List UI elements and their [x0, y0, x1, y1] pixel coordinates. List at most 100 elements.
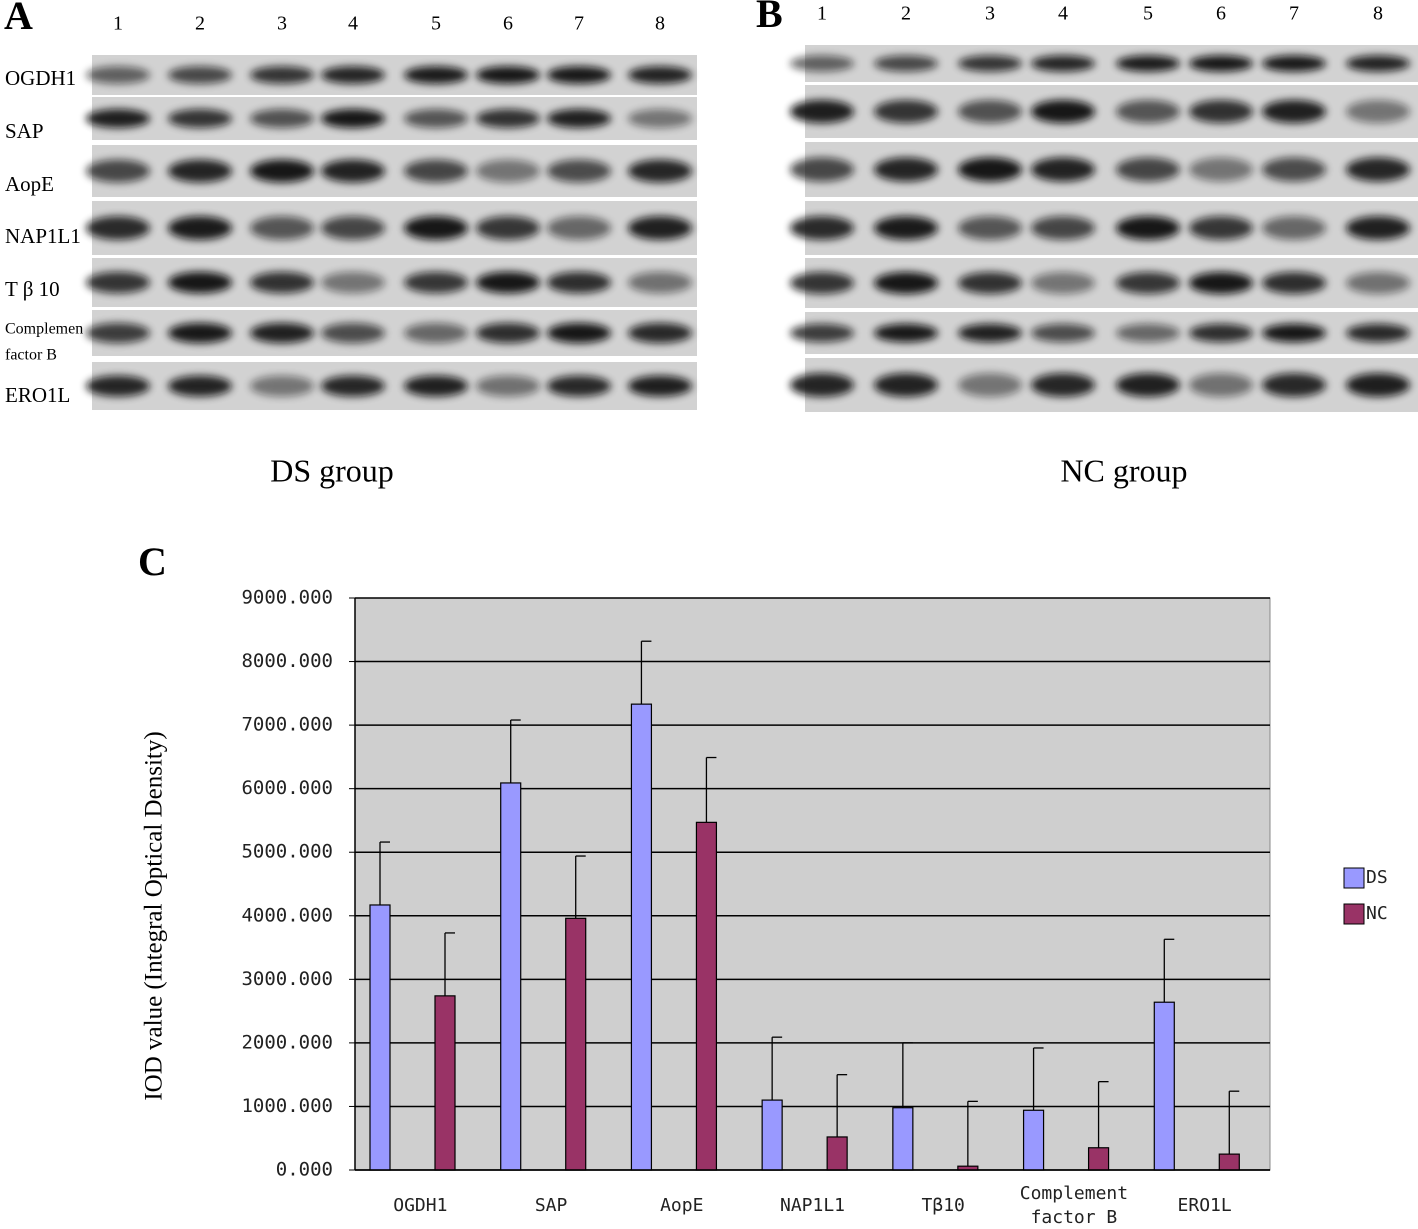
plot-area — [354, 597, 1271, 1171]
blot-band — [1116, 373, 1180, 397]
lane-label: 3 — [985, 3, 995, 25]
lane-label: 3 — [277, 13, 287, 35]
blot-band — [250, 322, 314, 344]
blot-band — [1116, 323, 1180, 343]
blot-band — [321, 159, 385, 183]
blot-band — [1031, 157, 1095, 182]
bar — [892, 1107, 914, 1171]
blot-band — [1346, 99, 1410, 124]
blot-band — [874, 99, 938, 124]
y-tick-label: 3000.000 — [241, 968, 333, 990]
blot-band — [250, 271, 314, 294]
protein-label: AopE — [5, 172, 54, 196]
blot-band — [1346, 373, 1410, 397]
blot-band — [874, 323, 938, 343]
blot-band — [321, 109, 385, 128]
blot-band — [476, 216, 540, 240]
lane-label: 6 — [503, 13, 513, 35]
blot-band — [1189, 323, 1253, 343]
protein-label: Complemen — [5, 321, 83, 338]
blot-band — [168, 216, 232, 240]
blot-band — [1262, 323, 1326, 343]
y-tick-label: 9000.000 — [241, 587, 333, 609]
blot-band — [958, 157, 1022, 182]
blot-band — [547, 66, 611, 84]
blot-band — [958, 272, 1022, 294]
blot-band — [790, 157, 854, 182]
x-tick-label: factor B — [1031, 1207, 1118, 1228]
x-tick-label: Complement — [1020, 1183, 1128, 1204]
lane-label: 8 — [1373, 3, 1383, 25]
lane-label: 7 — [574, 13, 584, 35]
legend-label: DS — [1366, 867, 1388, 888]
blot-band — [1189, 157, 1253, 182]
blot-band — [250, 216, 314, 240]
x-tick-label: AopE — [660, 1195, 703, 1216]
blot-band — [476, 375, 540, 397]
blot-band — [476, 159, 540, 183]
blot-band — [1116, 157, 1180, 182]
blot-band — [168, 271, 232, 294]
blot-band — [1262, 272, 1326, 294]
lane-label: 6 — [1216, 3, 1226, 25]
blot-band — [1031, 216, 1095, 240]
lane-label: 4 — [348, 13, 358, 35]
panel-label: A — [4, 0, 33, 38]
blot-band — [1189, 216, 1253, 240]
blot-band — [1116, 272, 1180, 294]
blot-band — [958, 323, 1022, 343]
lane-label: 2 — [901, 3, 911, 25]
blot-band — [1116, 55, 1180, 72]
blot-band — [874, 55, 938, 72]
blot-band — [1346, 55, 1410, 72]
blot-band — [547, 375, 611, 397]
y-tick-label: 2000.000 — [241, 1031, 333, 1053]
y-tick-label: 1000.000 — [241, 1095, 333, 1117]
blot-band — [321, 375, 385, 397]
blot-band — [1262, 216, 1326, 240]
bar — [1087, 1147, 1110, 1171]
blot-band — [1262, 99, 1326, 124]
blot-band — [476, 109, 540, 128]
blot-band — [790, 216, 854, 240]
lane-label: 8 — [655, 13, 665, 35]
blot-band — [628, 109, 692, 128]
bar — [369, 904, 391, 1171]
lane-label: 2 — [195, 13, 205, 35]
lane-label: 5 — [431, 13, 441, 35]
bar — [434, 995, 456, 1171]
blot-band — [1031, 373, 1095, 397]
blot-band — [790, 373, 854, 397]
protein-label: factor B — [5, 347, 57, 364]
blot-band — [404, 66, 468, 84]
protein-label: T β 10 — [5, 277, 60, 301]
blot-band — [86, 159, 150, 183]
blot-band — [1189, 55, 1253, 72]
y-tick-label: 6000.000 — [241, 777, 333, 799]
blot-band — [321, 271, 385, 294]
blot-band — [628, 375, 692, 397]
blot-band — [404, 271, 468, 294]
blot-band — [1031, 323, 1095, 343]
bar — [1218, 1153, 1240, 1171]
y-tick-label: 0.000 — [276, 1159, 333, 1181]
blot-band — [547, 271, 611, 294]
blot-band — [1031, 272, 1095, 294]
blot-band — [628, 271, 692, 294]
blot-band — [86, 322, 150, 344]
blot-band — [404, 159, 468, 183]
bar — [1153, 1001, 1175, 1171]
blot-band — [168, 159, 232, 183]
y-tick-label: 7000.000 — [241, 714, 333, 736]
x-tick-label: NAP1L1 — [780, 1195, 845, 1216]
x-tick-label: ERO1L — [1178, 1195, 1232, 1216]
blot-band — [874, 216, 938, 240]
blot-band — [1262, 373, 1326, 397]
blot-band — [476, 271, 540, 294]
blot-band — [404, 322, 468, 344]
blot-band — [404, 216, 468, 240]
blot-band — [790, 55, 854, 72]
blot-band — [790, 272, 854, 294]
bar — [565, 917, 587, 1171]
protein-label: SAP — [5, 119, 44, 143]
